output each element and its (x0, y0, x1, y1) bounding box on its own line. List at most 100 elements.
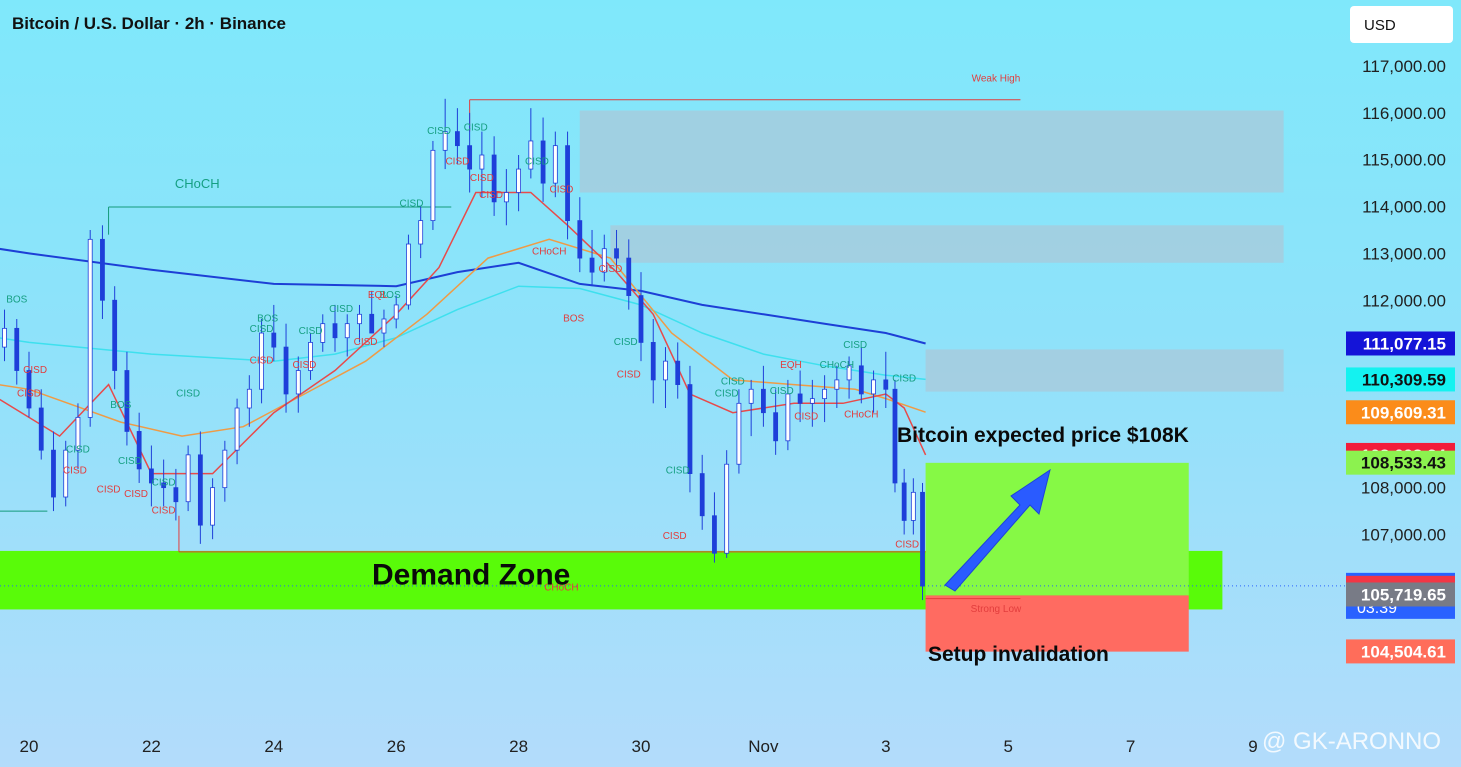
annotation-cisd: CISD (525, 156, 549, 167)
demand-zone-label: Demand Zone (372, 559, 570, 592)
candle-body (185, 454, 191, 503)
ma-line-ema-red (0, 191, 927, 475)
price-label-box (1346, 450, 1455, 475)
price-label-box (1346, 639, 1455, 664)
candle-body (785, 393, 791, 442)
annotation-cisd: CISD (895, 540, 919, 551)
annotation-cisd: CISD (124, 489, 148, 500)
candle-body (124, 370, 130, 432)
candle-body (565, 145, 570, 222)
price-label-box (1346, 582, 1455, 607)
candle-body (283, 346, 289, 395)
annotation-cisd: CISD (666, 466, 690, 477)
candle-body (491, 154, 497, 203)
watermark: @ GK-ARONNO (1262, 728, 1442, 755)
annotation-cisd: CISD (97, 484, 121, 495)
annotation-bos: BOS (6, 295, 27, 306)
candle-body (344, 323, 350, 339)
annotation-cisd: CISD (66, 445, 90, 456)
candle-body (901, 482, 907, 521)
price-label-value: 110,309.59 (1362, 370, 1446, 389)
candle-body (577, 220, 583, 259)
y-tick-label: 112,000.00 (1362, 291, 1446, 310)
annotation-cisd: CISD (400, 199, 424, 210)
candle-body (761, 388, 766, 414)
up-arrow-icon (944, 468, 1051, 592)
candle-body (210, 487, 216, 526)
stop-box (925, 595, 1189, 652)
annotation-cisd: CISD (23, 365, 47, 376)
candle-body (910, 491, 916, 521)
y-tick-label: 116,000.00 (1362, 104, 1446, 123)
annotation-choch: CHoCH (532, 246, 566, 257)
candle-body (357, 313, 362, 325)
candle-body (246, 388, 252, 409)
candle-body (883, 379, 889, 390)
y-tick-label: 113,000.00 (1362, 244, 1446, 263)
annotation-choch: CHoCH (820, 360, 854, 371)
candle-body (479, 154, 485, 170)
candle-body (100, 238, 105, 301)
candle-body (75, 416, 81, 451)
annotation-cisd: CISD (63, 466, 87, 477)
candle-body (675, 360, 681, 385)
candle-body (822, 388, 827, 400)
candle-body (161, 482, 167, 489)
candle-body (136, 431, 142, 470)
candle-body (638, 295, 644, 343)
annotation-cisd: CISD (843, 340, 867, 351)
x-tick-label: 3 (881, 737, 890, 756)
currency-selector[interactable]: USD (1350, 6, 1453, 43)
candle-body (736, 402, 742, 465)
annotation-bos: BOS (257, 313, 278, 324)
y-tick-label: 114,000.00 (1362, 198, 1446, 217)
invalidation-label: Setup invalidation (928, 643, 1109, 666)
annotation-cisd: CISD (250, 324, 274, 335)
candle-body (920, 491, 925, 587)
x-tick-label: Nov (748, 737, 779, 756)
candle-body (406, 243, 411, 306)
candle-body (148, 468, 154, 484)
annotation-cisd: CISD (663, 531, 687, 542)
candle-body (26, 370, 32, 409)
candle-body (234, 407, 240, 451)
annotation-eql: EQL (368, 290, 388, 301)
candle-body (222, 449, 228, 489)
price-label-box (1346, 400, 1455, 425)
x-tick-label: 20 (20, 737, 39, 756)
candle-body (528, 140, 534, 170)
candle-body (589, 257, 595, 273)
candle-body (871, 379, 876, 395)
annotation-cisd: CISD (464, 123, 488, 134)
annotation-cisd: CISD (299, 326, 323, 337)
candle-body (393, 304, 399, 320)
candle-body (503, 192, 509, 203)
annotation-cisd: CISD (152, 505, 176, 516)
candle-body (2, 327, 7, 348)
y-tick-label: 117,000.00 (1362, 57, 1446, 76)
candle-body (467, 145, 473, 170)
candle-body (809, 398, 815, 404)
annotation-weak-high: Weak High (972, 73, 1021, 84)
ma-line-ema-orange (0, 238, 926, 437)
annotation-cisd: CISD (17, 388, 41, 399)
annotation-cisd: CISD (329, 304, 353, 315)
candle-body (797, 393, 803, 404)
annotation-cisd: CISD (715, 388, 739, 399)
annotation-cisd: CISD (250, 355, 274, 366)
candle-body (516, 168, 521, 193)
annotation-strong-low: Strong Low (971, 604, 1022, 615)
annotation-cisd: CISD (614, 337, 638, 348)
chart-title: Bitcoin / U.S. Dollar · 2h · Binance (12, 14, 286, 33)
annotation-bos: BOS (110, 400, 131, 411)
annotation-cisd: CISD (598, 264, 622, 275)
annotation-cisd: CISD (118, 456, 142, 467)
annotation-cisd: CISD (617, 370, 641, 381)
price-label-value: 111,077.15 (1363, 334, 1446, 353)
annotation-cisd: CISD (176, 388, 200, 399)
price-label-value: 105,719.65 (1361, 585, 1446, 604)
supply-zone-box-2 (610, 225, 1284, 263)
candle-body (381, 318, 387, 334)
